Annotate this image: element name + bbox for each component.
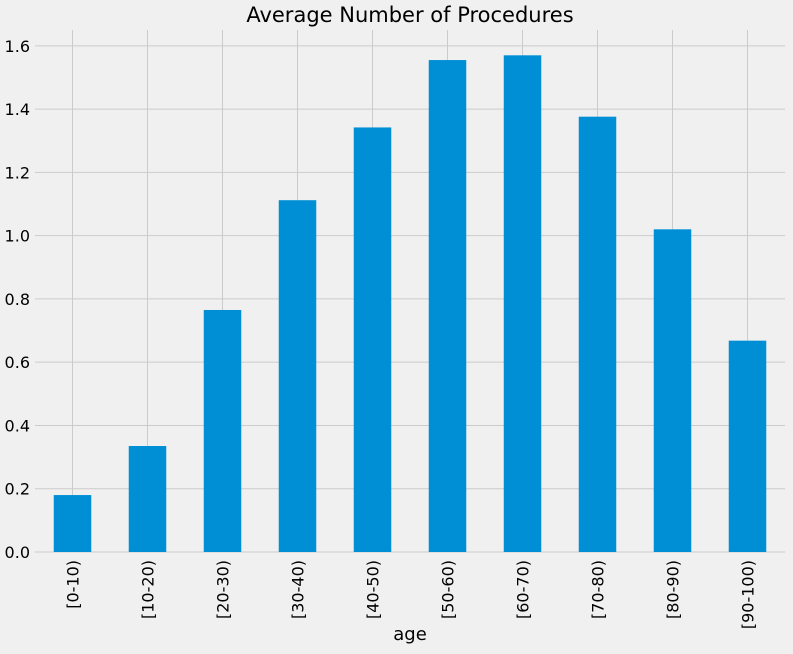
bar (128, 446, 167, 552)
bar (503, 55, 542, 553)
x-axis-label: age (393, 624, 427, 645)
bar (278, 200, 317, 552)
bars (53, 55, 767, 553)
x-tick-label: [90-100) (739, 560, 758, 629)
x-tick-label: [30-40) (289, 560, 308, 619)
y-tick-label: 1.4 (5, 100, 30, 119)
x-tick-label: [20-30) (214, 560, 233, 619)
bar (353, 127, 392, 552)
bar (203, 309, 242, 552)
y-tick-label: 0.6 (5, 353, 30, 372)
x-tick-label: [40-50) (364, 560, 383, 619)
y-tick-label: 1.0 (5, 227, 30, 246)
chart-title: Average Number of Procedures (246, 3, 573, 27)
bar (53, 495, 92, 552)
y-tick-label: 0.2 (5, 480, 30, 499)
y-axis-ticks: 0.0 0.2 0.4 0.6 0.8 1.0 1.2 1.4 1.6 (5, 37, 30, 562)
y-tick-label: 0.0 (5, 543, 30, 562)
bar (578, 116, 617, 552)
bar (653, 229, 692, 553)
x-tick-label: [0-10) (64, 560, 83, 609)
x-axis-ticks: [0-10) [10-20) [20-30) [30-40) [40-50) [50-60… (64, 560, 758, 629)
x-tick-label: [50-60) (439, 560, 458, 619)
x-tick-label: [70-80) (589, 560, 608, 619)
bar (728, 340, 767, 552)
x-tick-label: [60-70) (514, 560, 533, 619)
y-tick-label: 0.4 (5, 416, 30, 435)
y-tick-label: 1.2 (5, 163, 30, 182)
y-tick-label: 0.8 (5, 290, 30, 309)
y-tick-label: 1.6 (5, 37, 30, 56)
x-tick-label: [80-90) (664, 560, 683, 619)
x-tick-label: [10-20) (139, 560, 158, 619)
bar (428, 60, 467, 553)
